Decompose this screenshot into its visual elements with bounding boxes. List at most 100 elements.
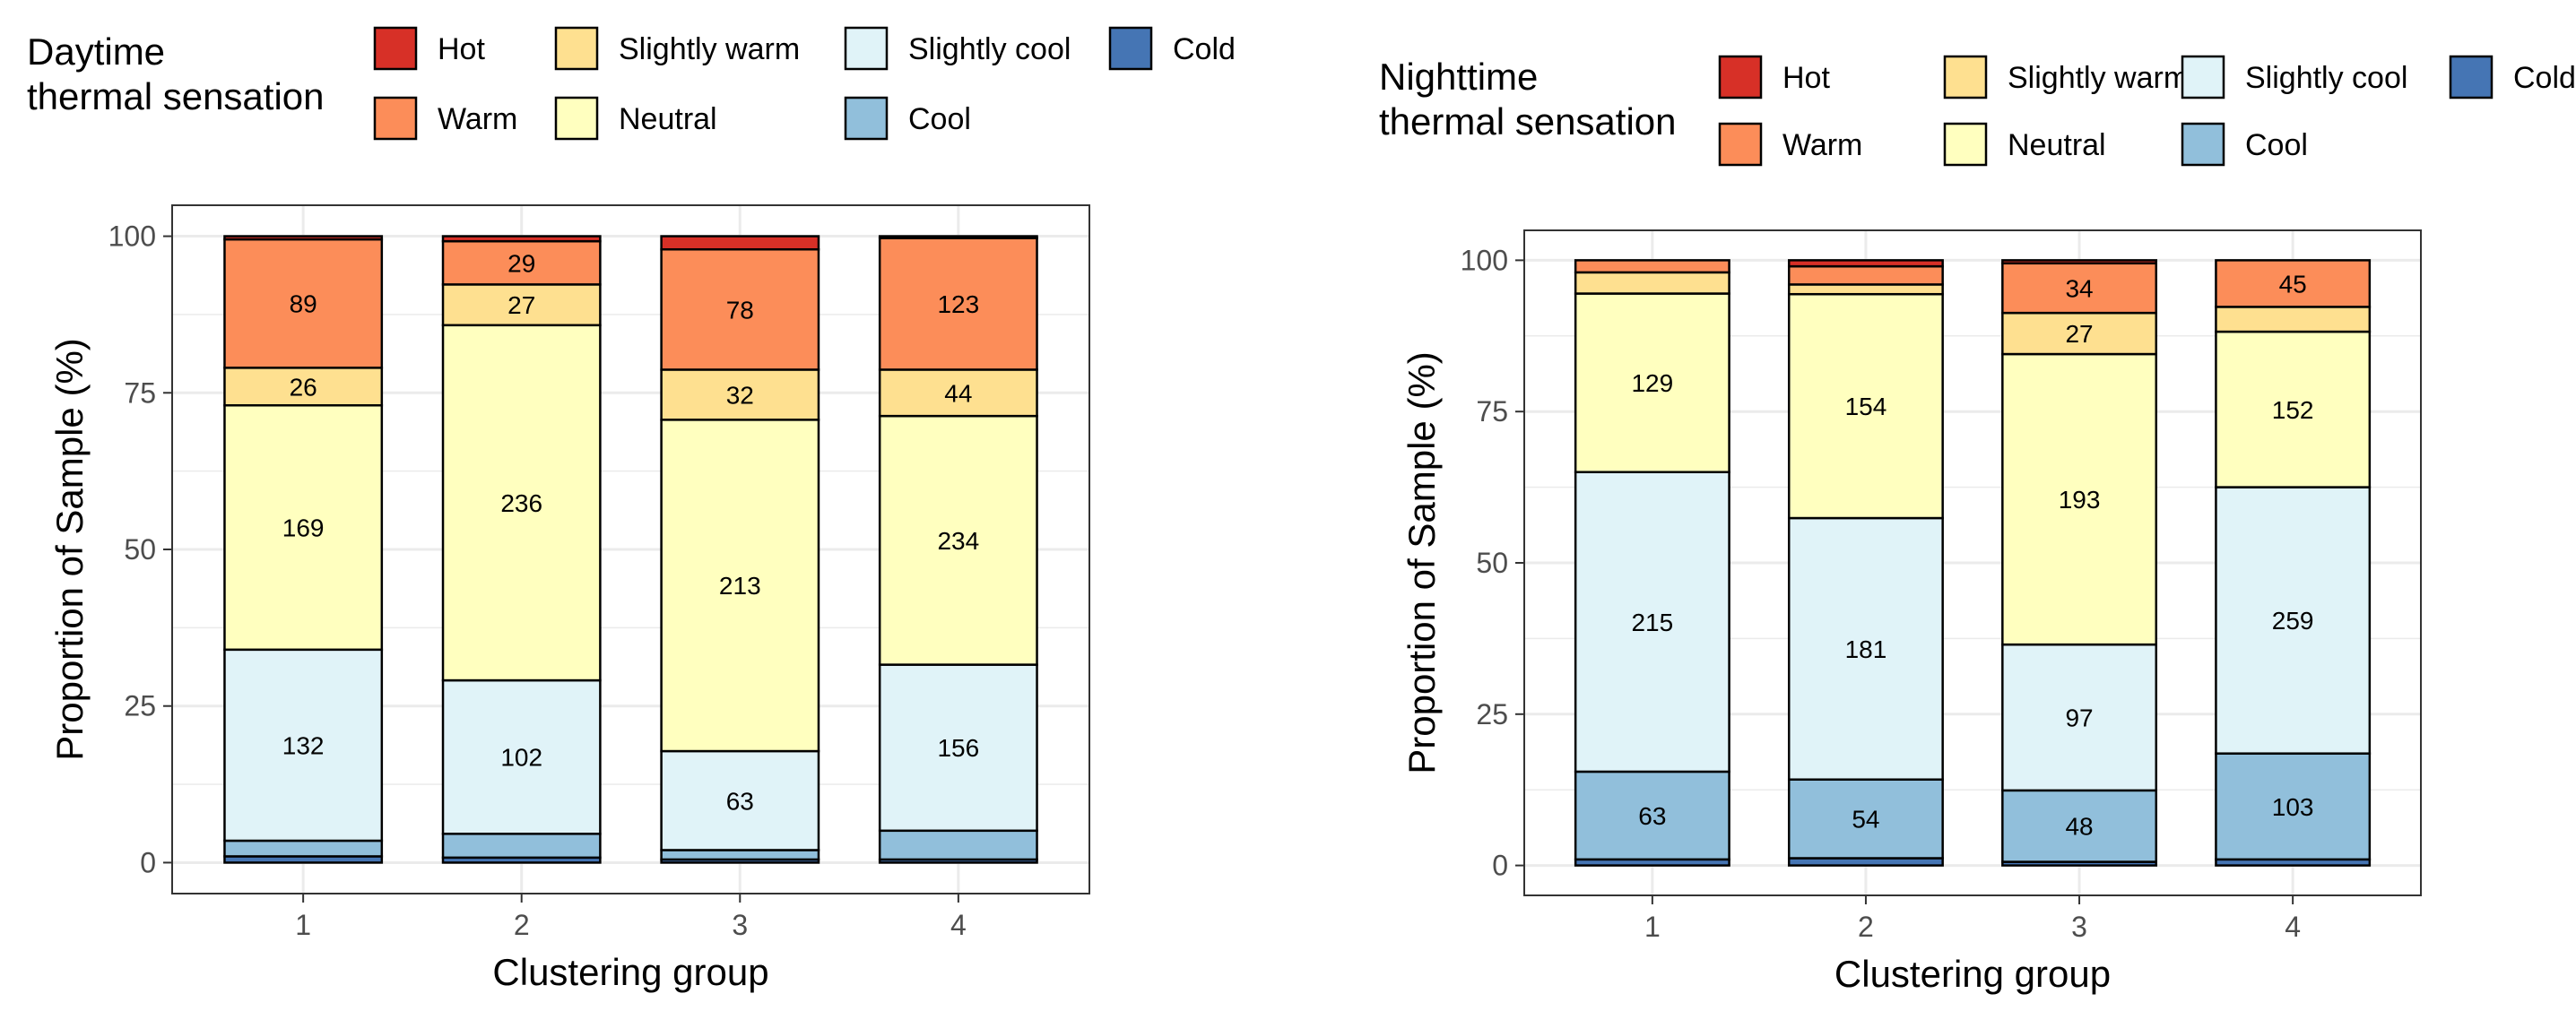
legend-label: Cool <box>2245 128 2308 162</box>
bar-2-warm <box>441 239 602 286</box>
y-tick-label: 75 <box>124 376 156 409</box>
bars: 63 215 129 54 181 154 48 97 193 27 34 103 259 152 45 <box>1574 259 2372 867</box>
legend-swatch <box>1108 26 1153 71</box>
bar-2-cool <box>441 833 602 860</box>
y-tick-label: 25 <box>1476 698 1508 730</box>
legend-swatch <box>2181 55 2225 99</box>
legend-item-cold: Cold <box>2449 55 2576 99</box>
x-tick-label: 4 <box>2285 911 2301 943</box>
data-label: 154 <box>1845 393 1887 420</box>
legend-item-warm: Warm <box>1718 122 1862 167</box>
bar-4-neutral <box>2215 330 2372 488</box>
legend-item-slightly-cool: Slightly cool <box>2181 55 2407 99</box>
bar-1-warm <box>223 238 384 369</box>
legend-swatch <box>1943 122 1988 167</box>
legend-title: Daytime <box>27 30 165 73</box>
bar-1-hot <box>223 235 384 241</box>
data-label: 63 <box>726 787 754 815</box>
data-label: 97 <box>2065 704 2093 732</box>
bar-4-slightly-cool <box>2215 486 2372 755</box>
x-tick-label: 4 <box>950 909 967 941</box>
y-tick-label: 100 <box>108 220 156 253</box>
bar-2-neutral <box>441 324 602 682</box>
data-label: 45 <box>2279 270 2307 298</box>
y-tick-label: 75 <box>1476 395 1508 428</box>
bar-4-cool <box>2215 752 2372 861</box>
legend-item-hot: Hot <box>1718 55 1830 99</box>
legend-label: Slightly warm <box>2008 61 2189 95</box>
legend-swatch <box>2181 122 2225 167</box>
data-label: 193 <box>2059 486 2101 514</box>
bar-3-warm <box>2001 262 2158 315</box>
data-label: 44 <box>944 379 972 407</box>
legend-item-cool: Cool <box>844 96 971 141</box>
data-label: 48 <box>2065 813 2093 841</box>
x-tick-label: 2 <box>514 909 530 941</box>
data-label: 181 <box>1845 635 1887 663</box>
legend-label: Slightly cool <box>908 32 1071 66</box>
bar-3-slightly-cool <box>660 749 820 851</box>
y-tick-label: 0 <box>140 846 156 878</box>
bar-2-warm <box>1787 264 1944 286</box>
bar-4-slightly-cool <box>878 663 1038 833</box>
y-tick-label: 0 <box>1492 850 1508 882</box>
y-axis: 0 25 50 75 100 <box>108 220 172 878</box>
bar-4-warm <box>878 237 1038 371</box>
bar-1-cool <box>223 839 384 858</box>
x-tick-label: 3 <box>732 909 748 941</box>
daytime-chart: 1321692689102236272963213327815623444123… <box>27 26 1236 993</box>
bar-3-hot <box>660 235 820 251</box>
data-label: 27 <box>2065 320 2093 348</box>
legend-swatch <box>554 26 599 71</box>
legend-title: thermal sensation <box>1379 100 1677 143</box>
x-tick-label: 2 <box>1858 911 1874 943</box>
legend-label: Neutral <box>2008 128 2106 162</box>
legend-item-slightly-warm: Slightly warm <box>1943 55 2189 99</box>
x-axis-title: Clustering group <box>1834 953 2111 995</box>
legend-label: Warm <box>438 102 517 136</box>
data-label: 234 <box>937 527 979 555</box>
bar-3-cool <box>660 849 820 861</box>
legend-item-cool: Cool <box>2181 122 2308 167</box>
data-label: 89 <box>290 290 317 318</box>
legend-label: Hot <box>1782 61 1830 95</box>
bar-1-neutral <box>223 404 384 652</box>
data-label: 26 <box>290 373 317 401</box>
x-tick-label: 1 <box>1644 911 1661 943</box>
data-label: 29 <box>507 249 535 277</box>
bar-2-slightly-warm <box>1787 283 1944 296</box>
data-label: 259 <box>2272 607 2314 635</box>
x-tick-label: 1 <box>295 909 311 941</box>
legend-item-slightly-warm: Slightly warm <box>554 26 800 71</box>
legend-swatch <box>1718 122 1763 167</box>
legend-swatch <box>1943 55 1988 99</box>
bar-1-cool <box>1574 770 1730 861</box>
data-label: 213 <box>719 572 761 600</box>
data-label: 152 <box>2272 396 2314 424</box>
legend-label: Neutral <box>619 102 717 136</box>
y-tick-label: 50 <box>1476 547 1508 579</box>
bar-1-slightly-cool <box>223 648 384 842</box>
bar-4-warm <box>2215 259 2372 308</box>
x-axis: 1 2 3 4 <box>1644 895 2301 943</box>
bar-4-slightly-warm <box>2215 306 2372 333</box>
data-label: 78 <box>726 296 754 324</box>
bar-1-warm <box>1574 259 1730 274</box>
legend-title: thermal sensation <box>27 75 325 117</box>
x-axis: 1 2 3 4 <box>295 894 967 941</box>
data-label: 63 <box>1638 802 1666 830</box>
legend-label: Cold <box>2513 61 2576 95</box>
bar-2-hot <box>1787 259 1944 268</box>
legend-title: Nighttime <box>1379 56 1538 98</box>
data-label: 169 <box>282 514 325 542</box>
y-tick-label: 25 <box>124 690 156 722</box>
y-axis-title: Proportion of Sample (%) <box>1401 351 1443 774</box>
data-label: 129 <box>1631 369 1673 397</box>
bars: 132 169 26 89 102 236 27 29 63 213 32 78 156 234 44 123 <box>223 235 1038 864</box>
data-label: 132 <box>282 731 325 759</box>
bar-4-hot <box>878 235 1038 239</box>
bar-2-neutral <box>1787 292 1944 520</box>
legend-swatch <box>373 26 418 71</box>
